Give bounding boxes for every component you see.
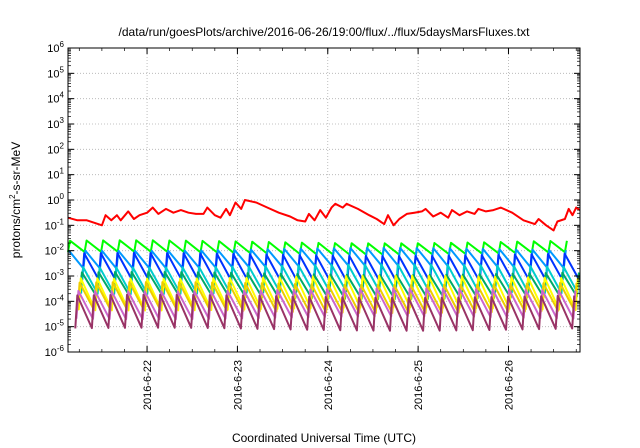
- ticks: 10-6 10-5 10-4 10-3 10-2 10-1 100 101 102 103 104 1…: [45, 40, 580, 410]
- y-tick-label: 104: [47, 91, 64, 106]
- y-tick-label: 103: [47, 116, 64, 131]
- x-tick-label: 2016-6-25: [413, 360, 425, 410]
- series-group: [67, 199, 581, 332]
- y-tick-label: 101: [47, 167, 64, 182]
- y-tick-label: 102: [47, 141, 64, 156]
- flux-series-line: [68, 246, 567, 270]
- chart-title: /data/run/goesPlots/archive/2016-06-26/1…: [119, 25, 531, 39]
- x-tick-label: 2016-6-23: [232, 360, 244, 410]
- y-tick-label: 10-1: [45, 217, 65, 232]
- y-tick-label: 10-3: [45, 268, 65, 283]
- y-tick-label: 10-4: [45, 293, 65, 308]
- y-tick-label: 100: [47, 192, 64, 207]
- y-tick-label: 105: [47, 65, 64, 80]
- x-tick-label: 2016-6-24: [323, 360, 335, 410]
- y-tick-label: 10-5: [45, 319, 65, 334]
- red-flux-series-line: [67, 199, 581, 232]
- flux-series-line: [74, 293, 576, 332]
- y-axis-label-text: protons/cm: [9, 199, 23, 258]
- x-axis-label: Coordinated Universal Time (UTC): [232, 431, 416, 445]
- x-tick-label: 2016-6-22: [142, 360, 154, 410]
- y-tick-label: 10-6: [45, 344, 65, 359]
- y-tick-label: 106: [47, 40, 64, 55]
- y-axis-label-suffix: -s-sr-MeV: [9, 142, 23, 195]
- y-axis-label-superscript: 2: [8, 194, 17, 199]
- y-tick-label: 10-2: [45, 243, 65, 258]
- y-axis-label: protons/cm2-s-sr-MeV: [8, 142, 23, 258]
- x-tick-label: 2016-6-26: [503, 360, 515, 410]
